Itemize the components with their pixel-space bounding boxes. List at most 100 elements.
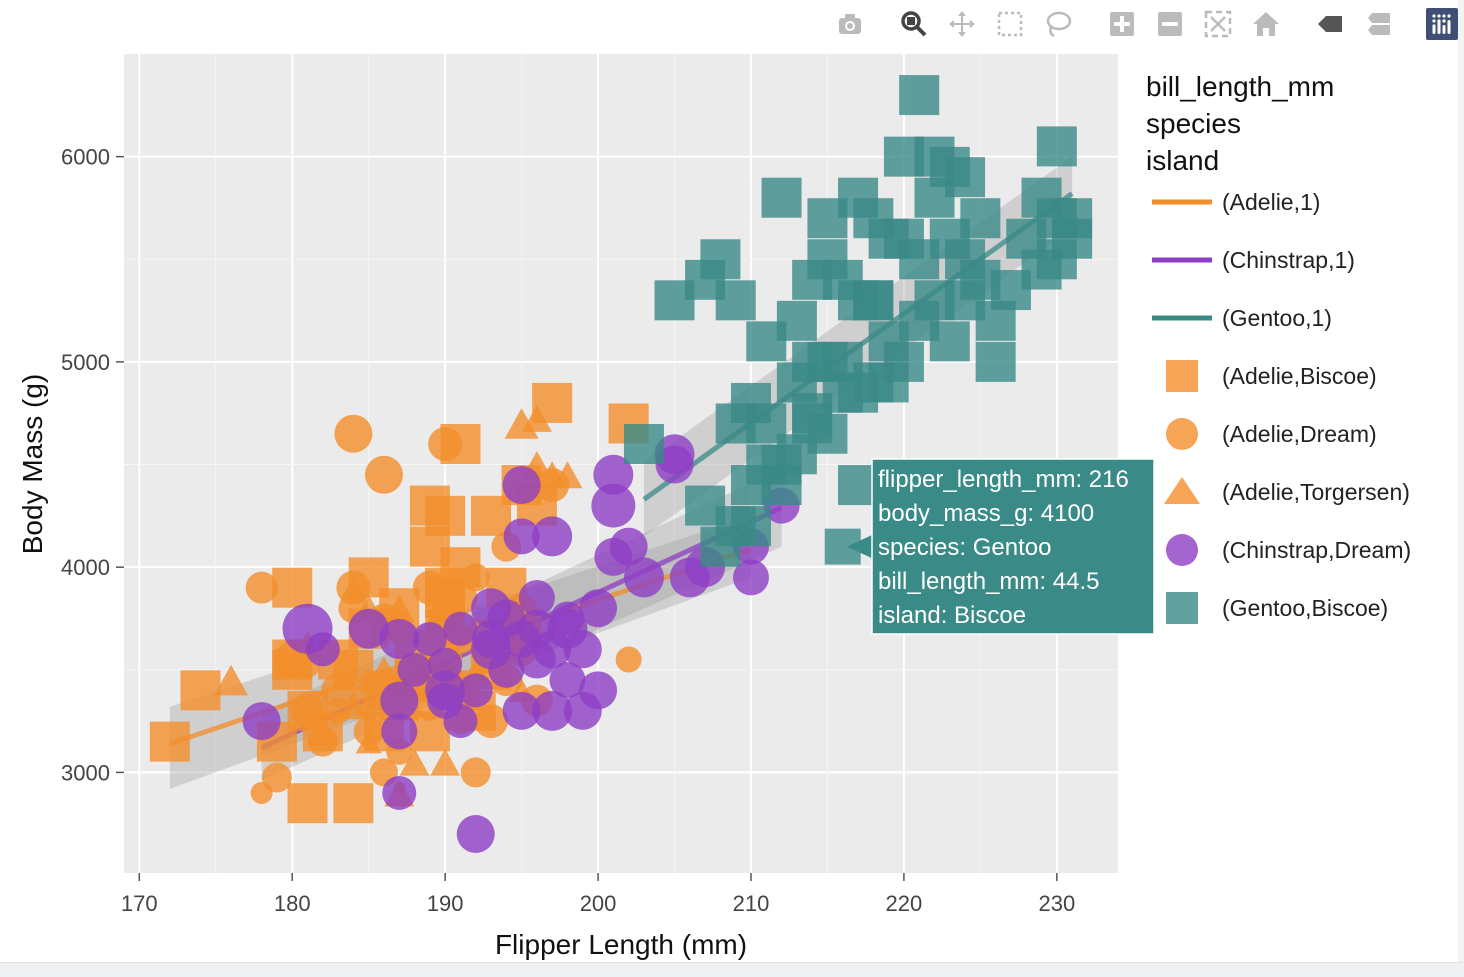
legend-label[interactable]: (Adelie,1) — [1222, 189, 1320, 215]
data-point[interactable] — [430, 748, 461, 776]
reset-axes-button[interactable] — [1250, 8, 1282, 40]
data-point[interactable] — [761, 177, 802, 218]
data-point[interactable] — [532, 690, 573, 731]
data-point[interactable] — [428, 647, 463, 682]
data-point[interactable] — [412, 622, 447, 656]
legend-circle-swatch[interactable] — [1166, 534, 1198, 566]
data-point[interactable] — [340, 575, 367, 600]
data-point[interactable] — [853, 280, 894, 321]
data-point[interactable] — [593, 454, 634, 495]
data-point[interactable] — [307, 717, 338, 745]
data-point[interactable] — [532, 516, 573, 557]
legend-label[interactable]: (Adelie,Dream) — [1222, 421, 1377, 447]
legend-label[interactable]: (Chinstrap,Dream) — [1222, 537, 1411, 563]
data-point[interactable] — [458, 673, 493, 708]
data-point[interactable] — [261, 762, 292, 793]
data-point[interactable] — [502, 691, 541, 730]
data-point[interactable] — [428, 427, 463, 461]
data-point[interactable] — [700, 239, 741, 280]
legend-label[interactable]: (Chinstrap,1) — [1222, 247, 1355, 273]
data-point[interactable] — [899, 75, 940, 116]
data-point[interactable] — [1052, 198, 1093, 239]
legend-square-swatch[interactable] — [1166, 592, 1198, 624]
legend-square-swatch[interactable] — [1166, 360, 1198, 392]
data-point[interactable] — [549, 662, 586, 699]
data-point[interactable] — [623, 557, 664, 598]
data-point[interactable] — [305, 632, 340, 667]
data-point[interactable] — [732, 559, 769, 596]
data-point[interactable] — [550, 601, 585, 636]
zoom-out-button[interactable] — [1154, 8, 1186, 40]
data-point[interactable] — [425, 495, 466, 536]
data-point[interactable] — [348, 608, 389, 649]
data-point[interactable] — [623, 424, 664, 464]
data-point[interactable] — [384, 594, 415, 622]
data-point[interactable] — [180, 670, 221, 711]
data-point[interactable] — [460, 757, 491, 788]
data-point[interactable] — [518, 579, 555, 616]
data-point[interactable] — [472, 620, 511, 658]
data-point[interactable] — [456, 815, 495, 853]
data-point[interactable] — [379, 619, 420, 659]
data-point[interactable] — [488, 651, 525, 688]
legend-triangle-swatch[interactable] — [1164, 477, 1200, 504]
data-point[interactable] — [382, 775, 417, 810]
download-plot-button[interactable] — [834, 8, 866, 40]
data-point[interactable] — [929, 321, 970, 362]
data-point[interactable] — [287, 783, 328, 824]
data-point[interactable] — [822, 372, 863, 413]
data-point[interactable] — [214, 664, 249, 696]
data-point[interactable] — [945, 157, 986, 198]
legend-label[interactable]: (Gentoo,1) — [1222, 305, 1332, 331]
data-point[interactable] — [380, 681, 419, 720]
legend-label[interactable]: (Adelie,Biscoe) — [1222, 363, 1377, 389]
hover-closest-button[interactable] — [1314, 8, 1346, 40]
data-point[interactable] — [290, 693, 325, 728]
data-point[interactable] — [563, 630, 602, 669]
data-point[interactable] — [399, 748, 430, 776]
plotly-logo-button[interactable] — [1426, 8, 1458, 40]
data-point[interactable] — [1036, 126, 1077, 167]
data-point[interactable] — [960, 198, 1001, 239]
data-point[interactable] — [746, 321, 787, 362]
data-point[interactable] — [579, 671, 618, 710]
legend-label[interactable]: (Adelie,Torgersen) — [1222, 479, 1410, 505]
zoom-button[interactable] — [898, 8, 930, 40]
data-point[interactable] — [474, 704, 509, 739]
data-point[interactable] — [364, 455, 403, 494]
data-point[interactable] — [591, 483, 636, 528]
data-point[interactable] — [321, 673, 356, 708]
data-point[interactable] — [149, 721, 190, 762]
data-point[interactable] — [521, 404, 552, 432]
data-point[interactable] — [715, 280, 756, 321]
data-point[interactable] — [334, 414, 373, 453]
data-point[interactable] — [868, 218, 909, 259]
data-point[interactable] — [381, 713, 418, 750]
data-point[interactable] — [443, 611, 478, 646]
legend-label[interactable]: (Gentoo,Biscoe) — [1222, 595, 1388, 621]
lasso-select-button[interactable] — [1042, 8, 1074, 40]
data-point[interactable] — [245, 571, 278, 604]
data-point[interactable] — [272, 567, 313, 608]
data-point[interactable] — [990, 270, 1031, 311]
zoom-in-button[interactable] — [1106, 8, 1138, 40]
data-point[interactable] — [975, 341, 1016, 382]
autoscale-button[interactable] — [1202, 8, 1234, 40]
data-point[interactable] — [368, 656, 399, 684]
scatter-markers[interactable] — [149, 75, 1093, 853]
box-select-button[interactable] — [994, 8, 1026, 40]
data-point[interactable] — [517, 640, 556, 679]
data-point[interactable] — [615, 646, 642, 673]
data-point[interactable] — [333, 783, 374, 824]
data-point[interactable] — [883, 341, 924, 382]
data-point[interactable] — [412, 570, 447, 605]
data-point[interactable] — [579, 589, 618, 628]
data-point[interactable] — [461, 563, 490, 592]
data-point[interactable] — [355, 729, 382, 754]
data-point[interactable] — [242, 702, 281, 741]
data-point[interactable] — [761, 444, 802, 485]
data-point[interactable] — [427, 682, 464, 719]
data-point[interactable] — [503, 518, 540, 555]
hover-compare-button[interactable] — [1362, 8, 1394, 40]
